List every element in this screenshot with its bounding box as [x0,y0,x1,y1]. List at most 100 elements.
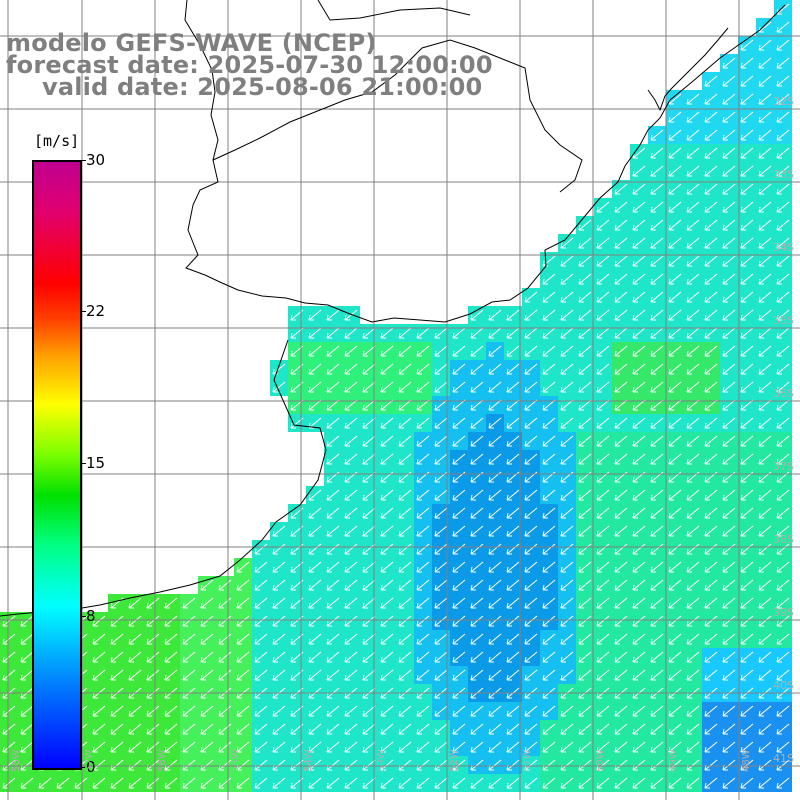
wind-arrow [542,381,556,393]
wind-arrow [704,93,718,105]
wind-arrow [362,507,376,519]
wind-arrow [326,507,340,519]
wind-arrow [722,363,736,375]
wind-arrow [146,777,160,789]
wind-arrow [470,417,484,429]
wind-arrow [308,741,322,753]
wind-arrow [560,507,574,519]
wind-arrow [560,309,574,321]
wind-arrow [434,777,448,789]
wind-arrow [596,669,610,681]
wind-arrow [596,615,610,627]
wind-arrow [128,633,142,645]
wind-arrow [596,417,610,429]
wind-arrow [488,525,502,537]
wind-arrow [308,561,322,573]
wind-arrow [686,93,700,105]
wind-arrow [596,579,610,591]
wind-arrow [488,345,502,357]
wind-arrow [146,597,160,609]
wind-arrow [776,345,790,357]
wind-arrow [632,669,646,681]
wind-arrow [596,543,610,555]
colorbar-tick-label: 30 [86,151,106,169]
wind-arrow [776,255,790,267]
wind-arrow [434,669,448,681]
wind-arrow [434,597,448,609]
wind-arrow [578,399,592,411]
wind-arrow [434,327,448,339]
wind-arrow [614,633,628,645]
wind-arrow [200,615,214,627]
wind-arrow [722,255,736,267]
wind-arrow [380,327,394,339]
wind-arrow [560,273,574,285]
wind-arrow [614,777,628,789]
wind-arrow [704,435,718,447]
wind-arrow [524,291,538,303]
wind-arrow [416,543,430,555]
wind-arrow [560,741,574,753]
wind-arrow [146,741,160,753]
wind-arrow [668,543,682,555]
wind-arrow [686,543,700,555]
wind-arrow [722,777,736,789]
wind-arrow [164,723,178,735]
wind-arrow [380,561,394,573]
wind-arrow [632,381,646,393]
longitude-label: 48W [741,749,752,772]
wind-arrow [434,399,448,411]
wind-arrow [488,561,502,573]
wind-arrow [542,543,556,555]
colorbar-tick-mark [80,463,86,464]
wind-arrow [92,615,106,627]
wind-arrow [398,705,412,717]
wind-arrow [578,381,592,393]
wind-arrow [380,669,394,681]
wind-arrow [200,723,214,735]
wind-arrow [362,651,376,663]
wind-arrow [776,435,790,447]
longitude-label: 57W [84,749,95,772]
wind-arrow [488,399,502,411]
wind-arrow [668,417,682,429]
wind-arrow [740,489,754,501]
wind-arrow [380,579,394,591]
longitude-label: 49W [668,749,679,772]
wind-arrow [686,219,700,231]
wind-arrow [740,705,754,717]
wind-arrow [578,453,592,465]
wind-arrow [506,543,520,555]
wind-arrow [362,615,376,627]
wind-arrow [722,489,736,501]
wind-arrow [722,237,736,249]
wind-arrow [650,147,664,159]
wind-arrow [632,561,646,573]
wind-arrow [470,723,484,735]
wind-arrow [254,705,268,717]
wind-arrow [362,435,376,447]
wind-arrow [596,489,610,501]
wind-arrow [704,273,718,285]
wind-arrow [578,327,592,339]
wind-arrow [704,201,718,213]
wind-arrow [110,741,124,753]
wind-arrow [686,723,700,735]
wind-arrow [596,237,610,249]
wind-arrow [596,705,610,717]
wind-arrow [326,741,340,753]
wind-arrow [344,327,358,339]
wind-arrow [524,381,538,393]
wind-arrow [416,777,430,789]
wind-arrow [308,705,322,717]
wind-arrow [218,723,232,735]
wind-arrow [776,561,790,573]
wind-arrow [506,561,520,573]
wind-arrow [416,417,430,429]
wind-arrow [416,561,430,573]
wind-arrow [434,741,448,753]
wind-arrow [686,507,700,519]
wind-arrow [722,543,736,555]
wind-arrow [614,237,628,249]
wind-arrow [164,615,178,627]
